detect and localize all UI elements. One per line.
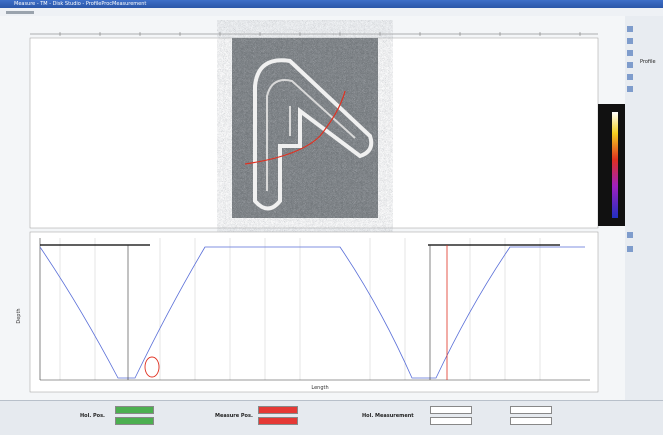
measure-pos-label: Measure Pos. [215, 413, 253, 419]
menu-bar [0, 8, 663, 16]
value-field[interactable] [510, 417, 552, 425]
y-axis-label: Depth [16, 308, 22, 323]
window-title: Measure - TM - Disk Studio - ProfileProc… [14, 1, 146, 7]
title-bar: Measure - TM - Disk Studio - ProfileProc… [0, 0, 663, 8]
value-field[interactable] [510, 406, 552, 414]
side-panel [625, 16, 663, 400]
status-panel: Hol. Pos. Measure Pos. Hol. Measurement [0, 400, 663, 435]
value-field[interactable] [430, 406, 472, 414]
colorbar-frame [598, 104, 625, 226]
x-axis-label: Length [311, 385, 328, 391]
workspace: Length Depth Profile [0, 16, 663, 400]
value-field[interactable] [430, 417, 472, 425]
hol-pos-label: Hol. Pos. [80, 413, 105, 419]
menu-placeholder [6, 11, 34, 14]
side-label: Profile [640, 59, 656, 65]
colorbar [612, 112, 618, 218]
profile-chart [30, 232, 598, 392]
hol-measurement-label: Hol. Measurement [362, 413, 414, 419]
value-field[interactable] [258, 417, 298, 425]
value-field[interactable] [258, 406, 298, 414]
app-window: Measure - TM - Disk Studio - ProfileProc… [0, 0, 663, 434]
value-field[interactable] [115, 417, 154, 425]
value-field[interactable] [115, 406, 154, 414]
